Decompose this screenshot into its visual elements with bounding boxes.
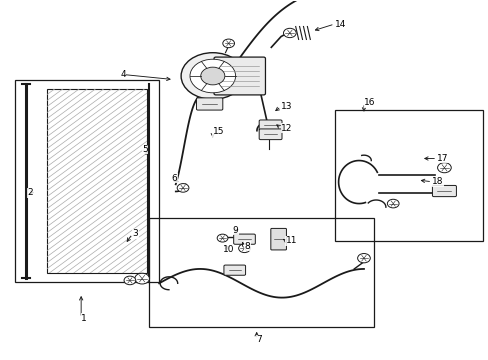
FancyBboxPatch shape (270, 228, 286, 250)
Text: 17: 17 (436, 154, 447, 163)
Text: 2: 2 (27, 188, 33, 197)
FancyBboxPatch shape (259, 129, 282, 140)
Text: 13: 13 (281, 102, 292, 111)
Text: 1: 1 (81, 314, 87, 323)
Circle shape (201, 67, 224, 85)
Circle shape (190, 59, 235, 93)
Text: 6: 6 (171, 174, 177, 183)
Text: 18: 18 (431, 177, 443, 186)
FancyBboxPatch shape (224, 265, 245, 275)
FancyBboxPatch shape (214, 57, 265, 95)
Circle shape (124, 276, 136, 285)
Text: 11: 11 (285, 237, 297, 246)
Bar (15, 80, 159, 282)
Text: 15: 15 (212, 127, 224, 136)
FancyBboxPatch shape (233, 234, 255, 244)
Circle shape (217, 234, 227, 242)
Text: 16: 16 (363, 98, 375, 107)
FancyBboxPatch shape (196, 98, 223, 110)
Text: 9: 9 (232, 226, 238, 235)
Text: 4: 4 (120, 70, 125, 79)
Text: 5: 5 (142, 145, 147, 154)
Text: 14: 14 (334, 19, 346, 28)
Circle shape (177, 184, 188, 192)
Text: 3: 3 (132, 229, 138, 238)
Circle shape (135, 273, 149, 284)
Text: 7: 7 (256, 335, 262, 344)
Text: 12: 12 (281, 123, 292, 132)
Circle shape (437, 163, 450, 173)
FancyBboxPatch shape (431, 185, 455, 197)
Circle shape (386, 199, 398, 208)
Circle shape (283, 28, 296, 38)
Bar (334, 110, 483, 241)
Circle shape (357, 253, 369, 263)
Circle shape (223, 39, 234, 48)
Bar (47, 89, 147, 273)
Circle shape (181, 53, 244, 99)
Circle shape (238, 244, 250, 253)
FancyBboxPatch shape (259, 120, 282, 131)
Text: 10: 10 (222, 246, 234, 255)
Bar (149, 218, 373, 327)
Text: 8: 8 (244, 242, 250, 251)
